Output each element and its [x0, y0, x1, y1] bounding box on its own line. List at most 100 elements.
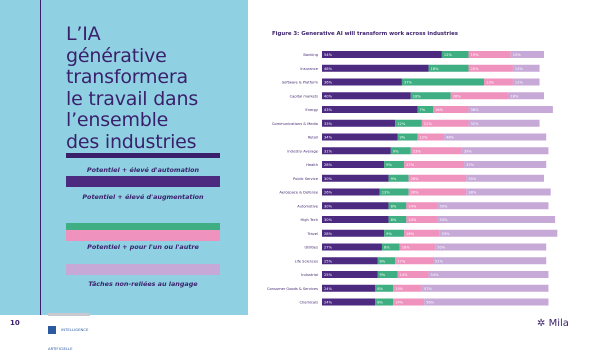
category-label: Capital markets — [290, 94, 318, 98]
category-label: Public Service — [293, 177, 319, 181]
bar-segment — [399, 243, 436, 251]
bar-value-label: 12% — [444, 53, 453, 57]
bar-value-label: 34% — [324, 136, 333, 140]
category-label: Chemicals — [299, 301, 318, 305]
bar-value-label: 19% — [471, 53, 480, 57]
category-label: Software & Platform — [282, 81, 319, 85]
bar-segment — [424, 298, 549, 306]
bar-value-label: 32% — [471, 122, 480, 126]
bar-segment — [322, 216, 389, 223]
bar-value-label: 18% — [413, 94, 422, 98]
bar-segment — [512, 64, 540, 72]
institution-logo: INTELLIGENCE ARTIFICIELLE — [48, 319, 112, 351]
legend-label-non-language: Tâches non-reliées au langage — [88, 280, 198, 288]
bar-value-label: 54% — [324, 53, 333, 57]
legend-label-automation: Potentiel + élevé d'automation — [86, 166, 200, 174]
bar-segment — [437, 202, 549, 210]
bar-value-label: 37% — [404, 81, 413, 85]
bar-segment — [444, 133, 547, 141]
bar-segment — [322, 119, 396, 127]
bar-segment — [410, 147, 462, 155]
bar-value-label: 8% — [391, 218, 397, 222]
bar-segment — [388, 216, 407, 223]
bar-value-label: 43% — [324, 108, 333, 112]
bar-value-label: 39% — [464, 149, 473, 153]
logo-caption-bar — [48, 313, 90, 316]
bar-segment — [404, 229, 440, 237]
bar-segment — [322, 257, 378, 265]
bar-value-label: 7% — [419, 108, 425, 112]
bar-segment — [395, 257, 433, 265]
bar-value-label: 13% — [395, 287, 404, 291]
bar-value-label: 46% — [446, 136, 455, 140]
bar-value-label: 57% — [424, 287, 433, 291]
bar-value-label: 53% — [439, 218, 448, 222]
category-label: Travel — [306, 232, 318, 236]
bar-segment — [322, 64, 429, 72]
bar-segment — [428, 271, 549, 278]
bar-value-label: 36% — [324, 81, 333, 85]
bar-segment — [404, 161, 465, 168]
bar-segment — [384, 229, 405, 237]
bar-segment — [322, 174, 389, 182]
bar-value-label: 30% — [324, 218, 333, 222]
bar-value-label: 24% — [324, 287, 333, 291]
bar-segment — [395, 119, 422, 127]
legend-label-augmentation: Potentiel + élevé d'augmentation — [82, 193, 204, 201]
bar-segment — [466, 188, 551, 196]
bar-segment — [433, 106, 469, 113]
bar-value-label: 26% — [324, 191, 333, 195]
margin-rule — [40, 0, 41, 337]
bar-segment — [388, 174, 409, 182]
category-label: Energy — [305, 108, 318, 112]
bar-segment — [408, 174, 467, 182]
bar-value-label: 35% — [468, 177, 477, 181]
bar-segment — [375, 284, 394, 292]
bar-segment — [322, 202, 389, 210]
bar-value-label: 12% — [515, 67, 524, 71]
bar-value-label: 8% — [377, 301, 383, 305]
category-label: Utilities — [304, 246, 318, 250]
bar-segment — [464, 161, 547, 168]
bar-segment — [461, 147, 549, 155]
bar-value-label: 21% — [424, 122, 433, 126]
bar-segment — [322, 161, 385, 168]
bar-segment — [435, 243, 547, 251]
bar-value-label: 28% — [324, 163, 333, 167]
bar-segment — [450, 92, 509, 100]
bar-value-label: 30% — [324, 177, 333, 181]
page-number: 10 — [10, 319, 20, 327]
bar-value-label: 50% — [437, 246, 446, 250]
bar-value-label: 14% — [395, 301, 404, 305]
category-label: High Tech — [301, 218, 318, 222]
logo-mark-icon — [48, 325, 56, 334]
stacked-bar-chart: Banking 54% 12% 19% 15% Insurance 48% 18% 20% 12%… — [267, 51, 558, 306]
category-label: Industry Average — [287, 149, 318, 153]
bar-value-label: 25% — [324, 273, 333, 277]
mila-icon: ✲ — [537, 318, 546, 329]
category-label: Life Sciences — [295, 259, 319, 263]
bar-segment — [468, 51, 511, 58]
bar-segment — [508, 92, 544, 100]
category-label: Industrial — [301, 273, 318, 277]
bar-segment — [397, 271, 429, 278]
bar-segment — [322, 229, 385, 237]
bar-value-label: 9% — [380, 273, 386, 277]
chart-title: Figure 3: Generative AI will transform w… — [272, 31, 458, 37]
bar-value-label: 26% — [411, 191, 420, 195]
legend-swatch-augmentation — [66, 223, 220, 234]
bar-value-label: 14% — [408, 204, 417, 208]
bar-value-label: 25% — [324, 259, 333, 263]
bar-value-label: 9% — [386, 163, 392, 167]
bar-value-label: 12% — [419, 136, 428, 140]
bar-segment — [393, 298, 425, 306]
bar-value-label: 18% — [431, 67, 440, 71]
bar-value-label: 33% — [324, 122, 333, 126]
bar-segment — [390, 147, 411, 155]
category-label: Communications & Media — [272, 122, 318, 126]
bar-value-label: 8% — [380, 259, 386, 263]
footer — [0, 315, 591, 337]
bar-value-label: 27% — [324, 246, 333, 250]
category-label: Retail — [308, 136, 318, 140]
bar-value-label: 23% — [413, 149, 422, 153]
